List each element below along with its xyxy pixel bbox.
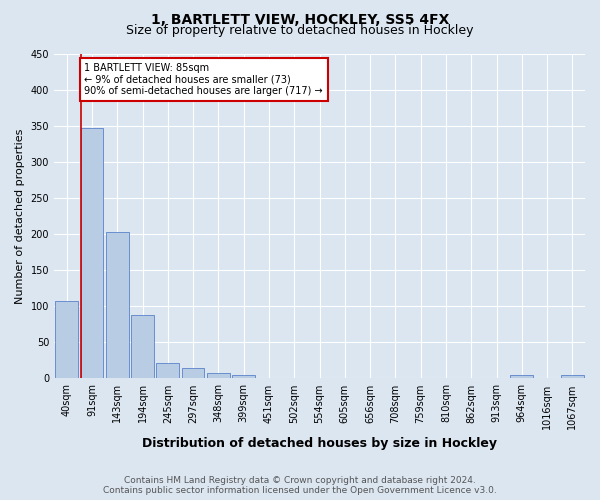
Bar xyxy=(511,375,533,378)
X-axis label: Distribution of detached houses by size in Hockley: Distribution of detached houses by size … xyxy=(142,437,497,450)
Bar xyxy=(131,315,154,378)
Bar xyxy=(157,362,179,378)
Text: 1, BARTLETT VIEW, HOCKLEY, SS5 4FX: 1, BARTLETT VIEW, HOCKLEY, SS5 4FX xyxy=(151,12,449,26)
Bar xyxy=(55,302,78,378)
Bar xyxy=(232,375,255,378)
Text: Size of property relative to detached houses in Hockley: Size of property relative to detached ho… xyxy=(126,24,474,37)
Y-axis label: Number of detached properties: Number of detached properties xyxy=(15,128,25,304)
Bar xyxy=(182,368,205,378)
Bar xyxy=(106,232,128,378)
Bar xyxy=(80,128,103,378)
Bar xyxy=(207,372,230,378)
Text: Contains HM Land Registry data © Crown copyright and database right 2024.
Contai: Contains HM Land Registry data © Crown c… xyxy=(103,476,497,495)
Text: 1 BARTLETT VIEW: 85sqm
← 9% of detached houses are smaller (73)
90% of semi-deta: 1 BARTLETT VIEW: 85sqm ← 9% of detached … xyxy=(85,62,323,96)
Bar xyxy=(561,375,584,378)
